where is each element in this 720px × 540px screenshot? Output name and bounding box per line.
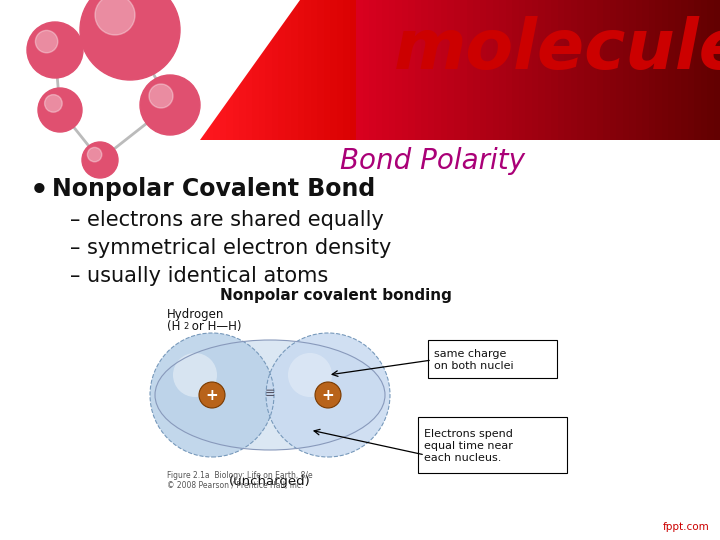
Polygon shape [662,0,669,140]
Polygon shape [492,0,500,140]
Polygon shape [642,0,649,140]
Polygon shape [460,0,467,140]
Circle shape [199,382,225,408]
Polygon shape [239,0,246,140]
Polygon shape [473,0,480,140]
Polygon shape [233,0,240,140]
Text: 2: 2 [183,322,188,331]
Polygon shape [0,0,300,140]
Polygon shape [629,0,636,140]
Polygon shape [343,0,351,140]
Polygon shape [265,0,272,140]
Polygon shape [317,0,325,140]
Polygon shape [258,0,266,140]
Text: •: • [30,177,49,205]
Circle shape [288,353,332,397]
Polygon shape [408,0,415,140]
Polygon shape [583,0,591,140]
Polygon shape [480,0,487,140]
Polygon shape [564,0,572,140]
Polygon shape [655,0,662,140]
Polygon shape [557,0,565,140]
Polygon shape [284,0,292,140]
Polygon shape [246,0,253,140]
Polygon shape [297,0,305,140]
Circle shape [87,147,102,162]
Text: fppt.com: fppt.com [663,522,710,532]
Polygon shape [538,0,546,140]
Polygon shape [389,0,396,140]
Polygon shape [200,0,207,140]
Circle shape [149,84,173,108]
Polygon shape [505,0,513,140]
Polygon shape [207,0,214,140]
Polygon shape [551,0,559,140]
Text: (uncharged): (uncharged) [229,475,311,488]
Polygon shape [447,0,454,140]
Circle shape [266,333,390,457]
Text: (H: (H [167,320,181,333]
Text: same charge
on both nuclei: same charge on both nuclei [434,349,513,371]
Polygon shape [486,0,493,140]
Polygon shape [415,0,422,140]
Text: – electrons are shared equally: – electrons are shared equally [70,210,384,230]
Polygon shape [402,0,409,140]
Text: ≡: ≡ [265,387,275,400]
Polygon shape [610,0,617,140]
Circle shape [95,0,135,35]
Text: Nonpolar Covalent Bond: Nonpolar Covalent Bond [52,177,375,201]
Polygon shape [226,0,233,140]
Polygon shape [291,0,299,140]
Polygon shape [454,0,461,140]
Polygon shape [428,0,435,140]
Polygon shape [518,0,526,140]
Polygon shape [323,0,331,140]
Polygon shape [441,0,448,140]
Circle shape [38,88,82,132]
Polygon shape [376,0,383,140]
Polygon shape [330,0,338,140]
FancyBboxPatch shape [418,417,567,473]
Polygon shape [688,0,695,140]
Text: Nonpolar covalent bonding: Nonpolar covalent bonding [220,288,452,303]
Polygon shape [356,0,364,140]
Text: Bond Polarity: Bond Polarity [340,147,525,175]
Polygon shape [382,0,390,140]
Text: – usually identical atoms: – usually identical atoms [70,266,328,286]
Polygon shape [525,0,533,140]
Polygon shape [636,0,643,140]
Polygon shape [701,0,708,140]
Polygon shape [668,0,675,140]
Text: molecule: molecule [394,17,720,84]
Text: Figure 2.1a  Biology: Life on Earth, 8/e
© 2008 Pearson / Prentice Hall, Inc.: Figure 2.1a Biology: Life on Earth, 8/e … [167,470,312,490]
Polygon shape [531,0,539,140]
Polygon shape [623,0,630,140]
Polygon shape [304,0,312,140]
Polygon shape [590,0,598,140]
Polygon shape [220,0,227,140]
Polygon shape [421,0,428,140]
Polygon shape [467,0,474,140]
Circle shape [45,94,62,112]
FancyBboxPatch shape [428,340,557,378]
Circle shape [315,382,341,408]
Polygon shape [675,0,682,140]
Circle shape [140,75,200,135]
Polygon shape [310,0,318,140]
Polygon shape [596,0,604,140]
Polygon shape [616,0,624,140]
Text: Electrons spend
equal time near
each nucleus.: Electrons spend equal time near each nuc… [424,429,513,463]
Polygon shape [336,0,344,140]
Text: +: + [206,388,218,402]
Polygon shape [707,0,714,140]
Polygon shape [213,0,220,140]
Circle shape [27,22,83,78]
Polygon shape [512,0,520,140]
Circle shape [173,353,217,397]
Polygon shape [349,0,357,140]
Polygon shape [362,0,370,140]
Polygon shape [434,0,441,140]
Text: or H—H): or H—H) [188,320,241,333]
Polygon shape [271,0,279,140]
